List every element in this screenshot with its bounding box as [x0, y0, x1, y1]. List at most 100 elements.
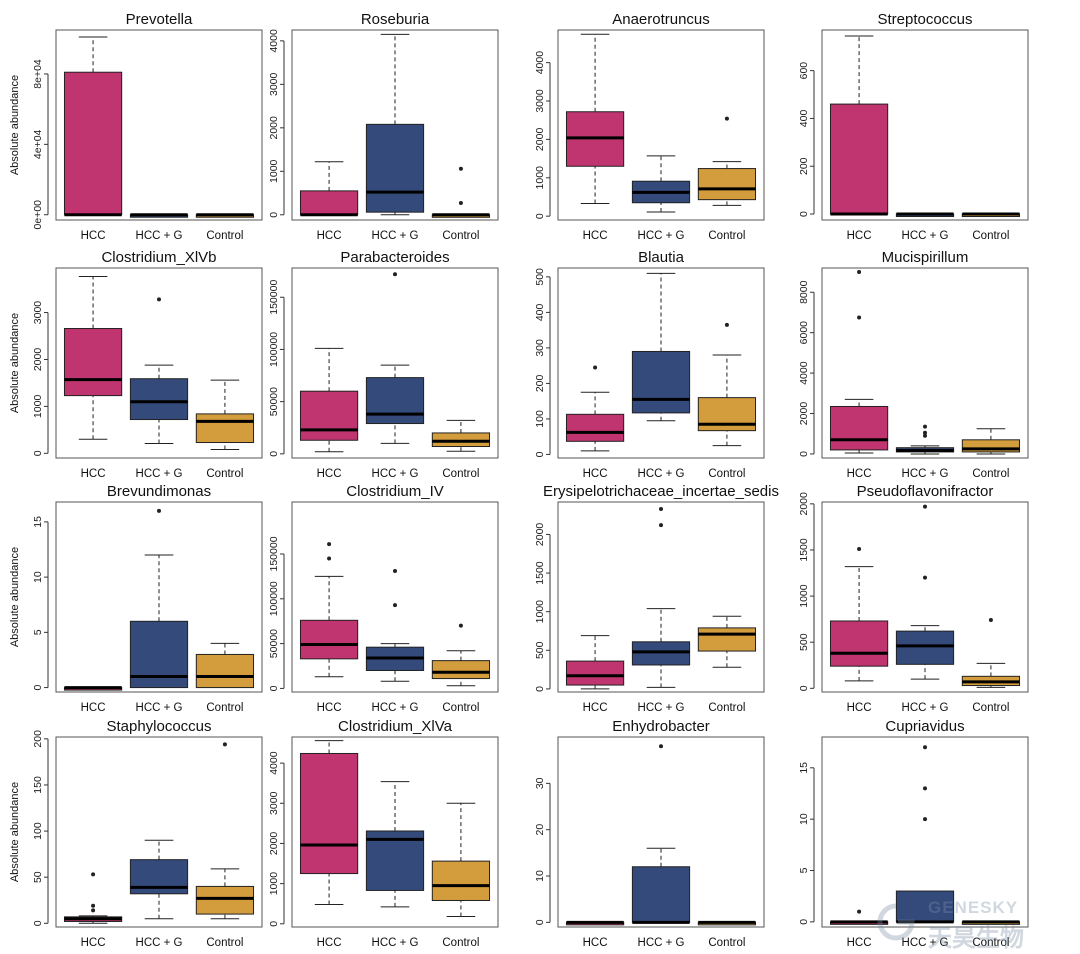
- x-tick-label: HCC: [317, 230, 342, 242]
- box: [299, 190, 359, 216]
- x-tick-label: HCC + G: [638, 230, 685, 242]
- y-tick-label: 50000: [268, 387, 280, 416]
- y-tick-label: 200: [534, 375, 546, 393]
- x-tick-label: HCC: [81, 937, 106, 949]
- plot-title: Mucispirillum: [882, 249, 969, 266]
- outlier-point: [659, 506, 663, 511]
- y-tick-label: 0: [268, 921, 280, 927]
- outlier-point: [923, 433, 927, 438]
- boxplot-panel: Cupriavidus 0 5 10 15 HCC HCC + G Control: [798, 718, 1029, 949]
- y-tick-label: 20: [534, 824, 546, 836]
- x-tick-label: Control: [442, 937, 479, 949]
- outlier-point: [659, 523, 663, 528]
- y-tick-label: 4e+04: [32, 129, 44, 159]
- watermark-text-cn: 天昊生物: [928, 924, 1024, 952]
- box: [299, 752, 359, 875]
- y-tick-label: 150000: [268, 536, 280, 571]
- y-tick-label: 0: [798, 211, 810, 217]
- y-tick-label: 6000: [798, 321, 810, 345]
- outlier-point: [857, 909, 862, 914]
- plot-frame: [557, 29, 765, 221]
- y-tick-label: 0: [534, 919, 546, 925]
- outlier-point: [157, 297, 161, 302]
- x-tick-label: Control: [206, 702, 243, 714]
- outlier-point: [327, 542, 332, 547]
- x-tick-label: Control: [708, 230, 745, 242]
- x-tick-label: HCC: [317, 702, 342, 714]
- y-tick-label: 1000: [268, 872, 280, 896]
- boxplot-panel: Clostridium_IV 0 50000 100000 150000 HCC HCC +…: [268, 483, 499, 714]
- y-tick-label: 600: [798, 62, 810, 80]
- outlier-point: [157, 508, 161, 513]
- y-tick-label: 4000: [534, 51, 546, 75]
- boxplot-panel: Pseudoflavonifractor 0 500 1000 1500 2000 HCC H…: [798, 483, 1029, 714]
- y-tick-label: 30: [534, 777, 546, 789]
- outlier-point: [91, 903, 96, 908]
- x-tick-label: HCC + G: [136, 937, 183, 949]
- box: [829, 405, 889, 451]
- outlier-point: [91, 872, 96, 877]
- x-tick-label: HCC + G: [902, 230, 949, 242]
- box: [195, 413, 255, 444]
- plot-frame: [557, 267, 765, 459]
- box: [895, 630, 955, 665]
- box: [195, 885, 255, 915]
- outlier-point: [659, 744, 663, 749]
- x-tick-label: Control: [206, 468, 243, 480]
- boxplot-panel: Blautia 0 100 200 300 400 500 HCC HCC + G Control: [534, 249, 765, 480]
- y-tick-label: 0: [268, 685, 280, 691]
- watermark-text-en: GENESKY: [928, 898, 1019, 917]
- y-tick-label: 3000: [534, 89, 546, 113]
- y-tick-label: 1000: [798, 584, 810, 608]
- x-tick-label: Control: [972, 468, 1009, 480]
- box: [63, 328, 123, 397]
- y-tick-label: 0: [268, 212, 280, 218]
- x-tick-label: Control: [442, 230, 479, 242]
- y-tick-label: 200: [32, 730, 44, 748]
- outlier-point: [458, 201, 463, 206]
- outlier-point: [923, 745, 927, 750]
- y-tick-label: 0: [32, 920, 44, 926]
- box: [565, 413, 625, 442]
- plot-title: Prevotella: [126, 11, 193, 28]
- plot-title: Blautia: [638, 249, 685, 266]
- x-tick-label: HCC + G: [372, 702, 419, 714]
- plot-frame: [291, 736, 499, 928]
- plot-title: Streptococcus: [877, 11, 972, 28]
- outlier-point: [222, 742, 227, 747]
- x-tick-label: Control: [442, 702, 479, 714]
- x-tick-label: HCC: [583, 468, 608, 480]
- x-tick-label: HCC + G: [638, 468, 685, 480]
- outlier-point: [327, 556, 332, 561]
- y-tick-label: 10: [32, 571, 44, 583]
- y-tick-label: 500: [534, 268, 546, 286]
- outlier-point: [91, 908, 96, 913]
- boxplot-panel: Prevotella Absolute abundance 0e+00 4e+04 8e…: [9, 11, 263, 242]
- y-tick-label: 0: [32, 450, 44, 456]
- y-tick-label: 0: [534, 213, 546, 219]
- plot-title: Erysipelotrichaceae_incertae_sedis: [543, 483, 779, 500]
- box: [431, 432, 491, 448]
- y-tick-label: 100000: [268, 581, 280, 616]
- y-tick-label: 50: [32, 871, 44, 883]
- x-tick-label: HCC + G: [372, 468, 419, 480]
- plot-title: Clostridium_XlVb: [101, 249, 216, 266]
- boxplot-panel: Erysipelotrichaceae_incertae_sedis 0 500 10…: [534, 483, 779, 714]
- y-axis-label: Absolute abundance: [9, 75, 21, 175]
- box: [631, 350, 691, 414]
- x-tick-label: HCC + G: [902, 702, 949, 714]
- boxplot-panel: Mucispirillum 0 2000 4000 6000 8000 HCC HCC + G…: [798, 249, 1029, 480]
- box: [365, 123, 425, 213]
- y-axis-label: Absolute abundance: [9, 782, 21, 882]
- plot-frame: [55, 736, 263, 928]
- plot-title: Roseburia: [361, 11, 430, 28]
- outlier-point: [458, 166, 463, 171]
- boxplot-panel: Enhydrobacter 0 10 20 30 HCC HCC + G Control: [534, 718, 765, 949]
- x-tick-label: Control: [708, 937, 745, 949]
- y-tick-label: 100: [534, 410, 546, 428]
- plot-title: Clostridium_IV: [346, 483, 444, 500]
- outlier-point: [923, 575, 927, 580]
- y-tick-label: 0e+00: [32, 200, 44, 230]
- outlier-point: [857, 315, 862, 320]
- boxplot-panel: Staphylococcus Absolute abundance 0 50 100 15…: [9, 718, 263, 949]
